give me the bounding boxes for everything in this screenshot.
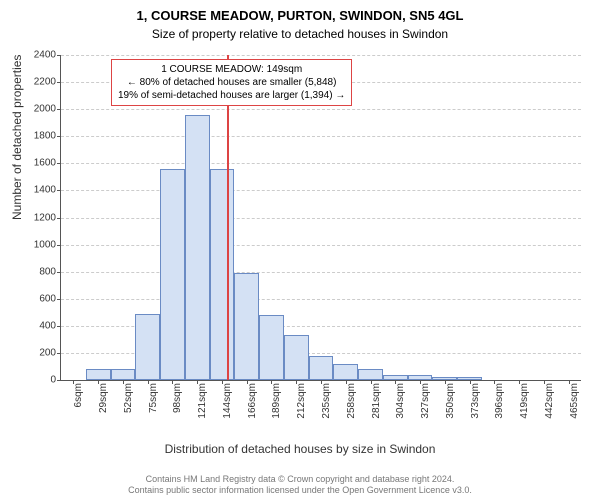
y-tick: 1600 <box>16 158 56 169</box>
x-tick: 75sqm <box>148 383 159 433</box>
x-tick: 29sqm <box>98 383 109 433</box>
x-tick: 442sqm <box>544 383 555 433</box>
y-tick: 600 <box>16 293 56 304</box>
y-tick: 200 <box>16 347 56 358</box>
y-tick: 400 <box>16 320 56 331</box>
bar <box>86 369 111 380</box>
x-tick: 121sqm <box>197 383 208 433</box>
x-tick: 419sqm <box>519 383 530 433</box>
y-tick: 1800 <box>16 131 56 142</box>
bar <box>185 115 210 380</box>
bar <box>333 364 358 380</box>
x-tick: 396sqm <box>494 383 505 433</box>
bar <box>358 369 383 380</box>
footer-line1: Contains HM Land Registry data © Crown c… <box>0 474 600 485</box>
x-tick: 235sqm <box>321 383 332 433</box>
x-tick: 212sqm <box>296 383 307 433</box>
x-tick: 144sqm <box>222 383 233 433</box>
chart-area: 0200400600800100012001400160018002000220… <box>60 55 580 410</box>
x-tick: 98sqm <box>172 383 183 433</box>
y-tick: 800 <box>16 266 56 277</box>
x-tick: 52sqm <box>123 383 134 433</box>
x-tick: 350sqm <box>445 383 456 433</box>
chart-title: 1, COURSE MEADOW, PURTON, SWINDON, SN5 4… <box>0 0 600 25</box>
bar <box>259 315 284 380</box>
y-tick: 2200 <box>16 77 56 88</box>
x-tick: 304sqm <box>395 383 406 433</box>
x-tick: 373sqm <box>470 383 481 433</box>
footer: Contains HM Land Registry data © Crown c… <box>0 474 600 496</box>
bar <box>160 169 185 380</box>
bar <box>309 356 334 380</box>
x-axis-label: Distribution of detached houses by size … <box>0 442 600 456</box>
y-tick: 1000 <box>16 239 56 250</box>
footer-line2: Contains public sector information licen… <box>0 485 600 496</box>
annot-line3: 19% of semi-detached houses are larger (… <box>118 89 345 102</box>
y-tick: 2000 <box>16 104 56 115</box>
x-tick: 258sqm <box>346 383 357 433</box>
x-tick: 189sqm <box>271 383 282 433</box>
bar <box>284 335 309 380</box>
plot-area: 0200400600800100012001400160018002000220… <box>60 55 581 381</box>
x-tick: 281sqm <box>371 383 382 433</box>
annot-line1: 1 COURSE MEADOW: 149sqm <box>118 63 345 76</box>
x-tick: 327sqm <box>420 383 431 433</box>
annot-line2: ← 80% of detached houses are smaller (5,… <box>118 76 345 89</box>
bar <box>111 369 136 380</box>
bar <box>210 169 235 380</box>
y-tick: 1400 <box>16 185 56 196</box>
chart-subtitle: Size of property relative to detached ho… <box>0 25 600 41</box>
annotation-box: 1 COURSE MEADOW: 149sqm← 80% of detached… <box>111 59 352 106</box>
y-tick: 0 <box>16 375 56 386</box>
bar <box>234 273 259 380</box>
bar <box>135 314 160 380</box>
x-tick: 465sqm <box>569 383 580 433</box>
y-tick: 1200 <box>16 212 56 223</box>
x-tick: 6sqm <box>73 383 84 433</box>
y-tick: 2400 <box>16 50 56 61</box>
x-tick: 166sqm <box>247 383 258 433</box>
